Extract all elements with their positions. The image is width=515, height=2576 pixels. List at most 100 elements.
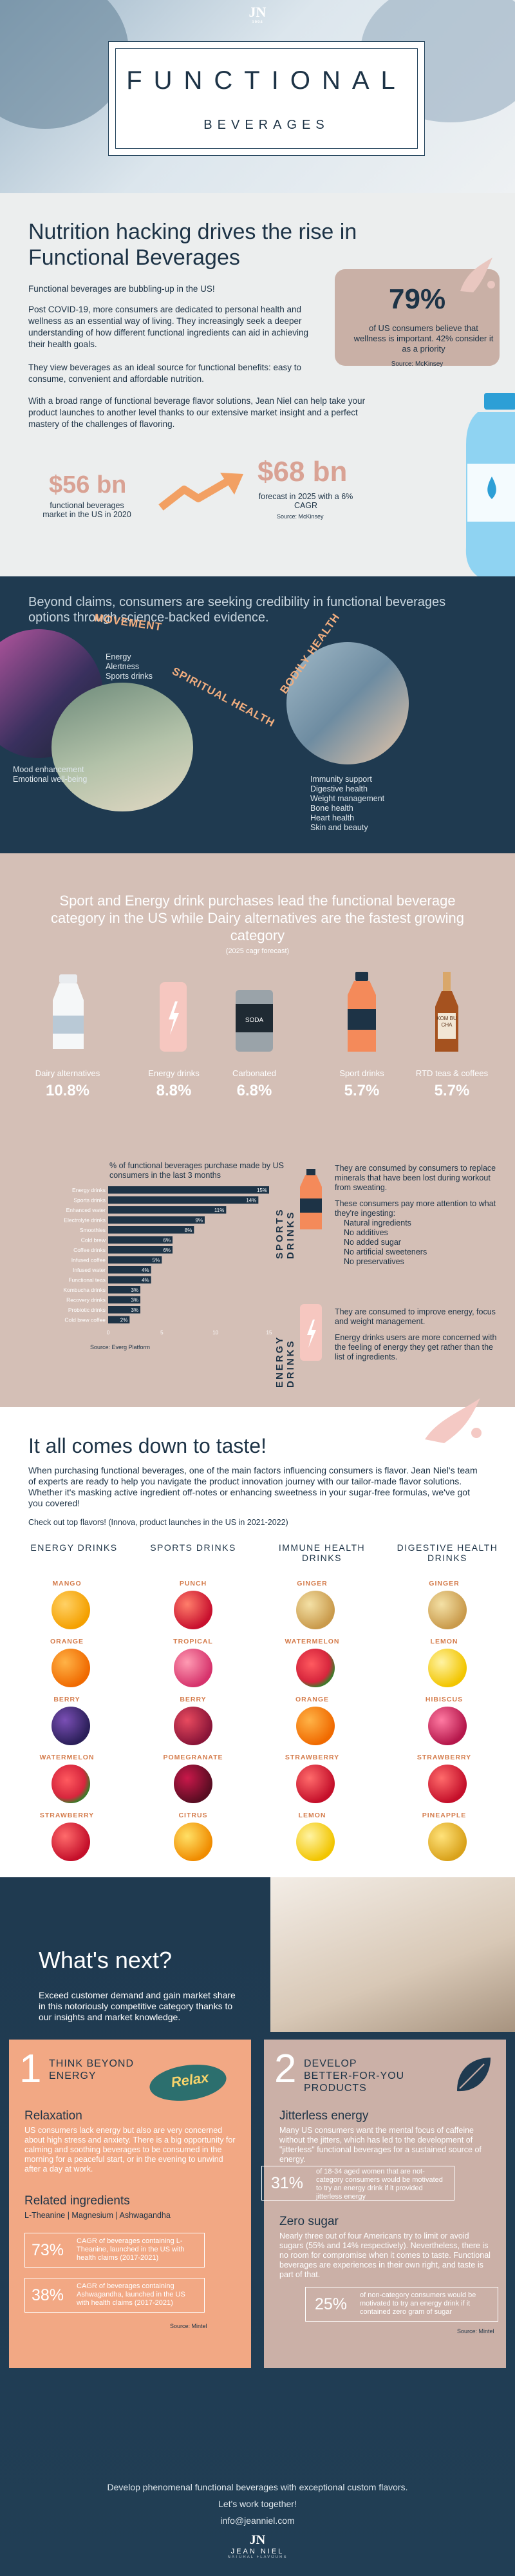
flavor-label: BERRY [53, 1696, 80, 1703]
flavor-label: PINEAPPLE [422, 1812, 467, 1819]
flavor-label: PUNCH [179, 1580, 207, 1587]
flavor-label: ORANGE [295, 1696, 330, 1703]
stat-source: Source: McKinsey [391, 361, 444, 368]
kombucha-label: KOM BU CHA [436, 1016, 457, 1028]
stat-percentage: 31% [271, 2174, 304, 2192]
stat-box: 38% CAGR of beverages containing Ashwaga… [24, 2278, 205, 2313]
stat-text: of 18-34 aged women that are not-categor… [316, 2168, 443, 2201]
chart-value-label: 9% [195, 1218, 203, 1224]
energy-drink-can-icon [300, 1304, 322, 1361]
chart-tick-label: 5 [160, 1330, 164, 1336]
berry-icon [174, 1707, 212, 1745]
chart-category-label: Enhanced water [66, 1207, 106, 1213]
intro-paragraph: Post COVID-19, more consumers are dedica… [28, 305, 309, 349]
sports-list-item: No additives [344, 1228, 388, 1237]
pomegranate-icon [174, 1765, 212, 1803]
sports-drink-bottle-icon [300, 1169, 322, 1229]
chart-bar [108, 1206, 227, 1214]
chart-bar [108, 1286, 140, 1294]
flavor-label: STRAWBERRY [285, 1754, 340, 1761]
card-text: Many US consumers want the mental focus … [279, 2126, 482, 2164]
taste-heading: It all comes down to taste! [28, 1434, 267, 1457]
card-subheading: Related ingredients [24, 2194, 130, 2208]
chart-bar [108, 1266, 151, 1274]
contact-email-link[interactable]: info@jeanniel.com [220, 2515, 295, 2526]
chart-value-label: 4% [142, 1267, 149, 1273]
column-title: ENERGY DRINKS [30, 1542, 118, 1553]
stat-box: 25% of non-category consumers would be m… [305, 2287, 498, 2322]
chart-tick-label: 0 [107, 1330, 110, 1336]
berry-icon [52, 1707, 90, 1745]
punch-icon [174, 1591, 212, 1629]
chart-category-label: Energy drinks [72, 1187, 106, 1193]
strawberry-icon [52, 1823, 90, 1861]
stat-text: CAGR of beverages containing Ashwagandha… [77, 2282, 185, 2307]
next-intro: Exceed customer demand and gain market s… [39, 1990, 236, 2022]
chart-value-label: 5% [153, 1258, 160, 1264]
flavor-label: CITRUS [178, 1812, 208, 1819]
claims-heading: Beyond claims, consumers are seeking cre… [28, 595, 446, 625]
chart-bar [108, 1316, 130, 1323]
flavor-label: TROPICAL [173, 1638, 213, 1645]
intro-paragraph: Functional beverages are bubbling-up in … [28, 284, 215, 294]
flavor-label: GINGER [297, 1580, 328, 1587]
product-value: 10.8% [45, 1082, 90, 1099]
ginger-icon [296, 1591, 335, 1629]
chart-category-label: Smoothies [80, 1227, 106, 1233]
category-subheading: (2025 cagr forecast) [225, 947, 290, 955]
chart-value-label: 2% [120, 1318, 128, 1323]
flavor-label: ORANGE [50, 1638, 84, 1645]
flavor-label: WATERMELON [39, 1754, 95, 1761]
footer-cta: Develop phenomenal functional beverages … [0, 2479, 515, 2529]
better-for-you-card: 2 DEVELOP BETTER-FOR-YOU PRODUCTS Jitter… [261, 2040, 506, 2368]
kombucha-bottle-illustration [435, 972, 458, 1052]
flavor-label: LEMON [298, 1812, 326, 1819]
lemon-icon [428, 1649, 467, 1687]
chart-category-label: Infused coffee [71, 1257, 106, 1264]
card-number: 2 [274, 2047, 297, 2091]
product-label: Energy drinks [148, 1068, 200, 1078]
taste-paragraph: When purchasing functional beverages, on… [28, 1465, 478, 1508]
ingredients-list: L-Theanine | Magnesium | Ashwagandha [24, 2211, 171, 2220]
chart-category-label: Infused water [73, 1267, 106, 1273]
flavor-label: STRAWBERRY [417, 1754, 472, 1761]
product-value: 5.7% [344, 1082, 380, 1099]
energy-drinks-label: ENERGY DRINKS [274, 1335, 296, 1388]
chart-value-label: 8% [185, 1227, 192, 1233]
lemon-icon [296, 1823, 335, 1861]
chart-value-label: 3% [131, 1298, 138, 1303]
claims-section: Beyond claims, consumers are seeking cre… [0, 576, 515, 853]
stat-percentage: 38% [32, 2286, 64, 2304]
flavor-label: POMEGRANATE [163, 1754, 223, 1761]
chart-bar [108, 1306, 140, 1314]
chart-category-label: Sports drinks [73, 1197, 106, 1204]
product-value: 8.8% [156, 1082, 192, 1099]
card-text: Nearly three out of four Americans try t… [279, 2231, 491, 2279]
splash-icon [460, 258, 495, 292]
chart-bar [108, 1256, 162, 1264]
column-title: DIGESTIVE HEALTH DRINKS [397, 1542, 498, 1563]
energy-drinks-description: They are consumed to improve energy, foc… [335, 1307, 497, 1361]
card-text: US consumers lack energy but also are ve… [24, 2126, 236, 2174]
card-subheading: Relaxation [24, 2109, 82, 2123]
ginger-icon [428, 1591, 467, 1629]
chart-category-label: Functional teas [68, 1277, 106, 1283]
chart-value-label: 11% [214, 1208, 224, 1213]
orange-icon [296, 1707, 335, 1745]
sports-list-item: No preservatives [344, 1257, 404, 1266]
woman-with-can-photo [270, 1877, 515, 2032]
next-steps-section: What's next? Exceed customer demand and … [0, 1877, 515, 2576]
column-title: IMMUNE HEALTH DRINKS [278, 1542, 366, 1563]
chart-value-label: 3% [131, 1287, 138, 1293]
product-label: Carbonated [232, 1068, 276, 1078]
chart-bar [108, 1196, 259, 1204]
svg-text:SODA: SODA [245, 1017, 264, 1024]
soda-can-illustration: SODA [236, 990, 273, 1052]
stat-text: of non-category consumers would be motiv… [360, 2291, 476, 2316]
hero-title: FUNCTIONAL [126, 66, 407, 95]
citrus-icon [174, 1823, 212, 1861]
product-label: Dairy alternatives [35, 1068, 100, 1078]
product-value: 5.7% [434, 1082, 470, 1099]
stat-percentage: 25% [315, 2295, 348, 2313]
